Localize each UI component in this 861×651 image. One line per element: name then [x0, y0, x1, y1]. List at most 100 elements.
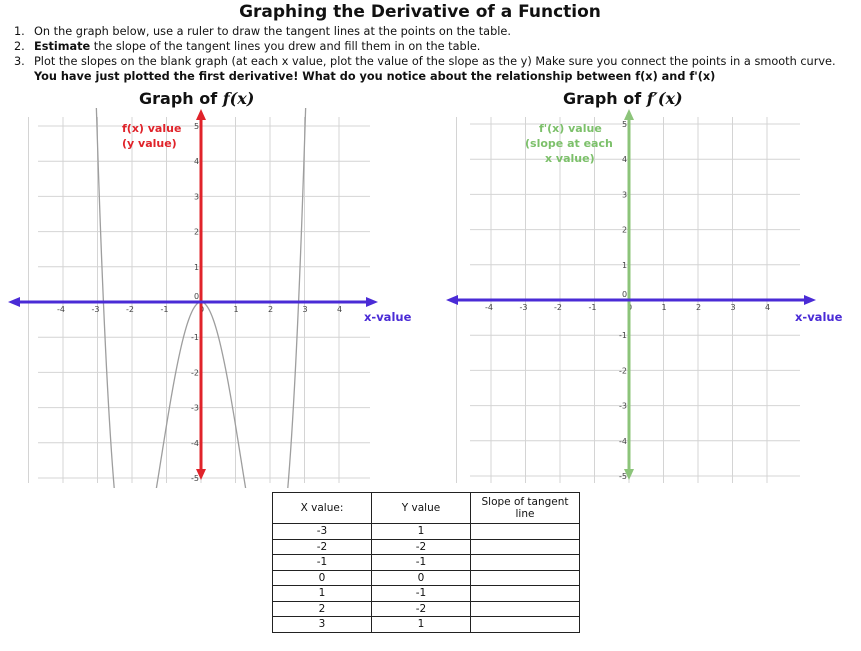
x-tick-label: -4: [57, 305, 65, 314]
f-y-axis-arrow-down: [196, 469, 206, 480]
instruction-number: 1.: [14, 25, 25, 38]
x-tick-label: 2: [268, 305, 273, 314]
y-tick-label: 2: [622, 226, 627, 235]
fp-x-axis-label: x-value: [795, 310, 843, 324]
f-x-axis-arrow-right: [366, 297, 378, 307]
x-tick-label: -3: [92, 305, 100, 314]
fp-x-axis-arrow-right: [804, 295, 816, 305]
table-row: 2 -2: [272, 600, 580, 617]
x-cell: 0: [272, 569, 372, 586]
x-cell: -3: [272, 523, 372, 540]
x-tick-label: -1: [589, 303, 597, 312]
x-cell: 3: [272, 616, 372, 633]
x-tick-label: -1: [161, 305, 169, 314]
instruction-1: 1. On the graph below, use a ruler to dra…: [14, 24, 844, 39]
graph-fp-title-math: f′(x): [646, 89, 683, 108]
f-y-axis-label-line2: (y value): [122, 137, 177, 150]
instructions-list: 1. On the graph below, use a ruler to dra…: [14, 24, 844, 84]
instruction-number: 2.: [14, 40, 25, 53]
table-row: -3 1: [272, 523, 580, 540]
graph-fp-title-text: Graph of: [563, 89, 647, 108]
instruction-text: On the graph below, use a ruler to draw …: [34, 25, 511, 38]
instruction-emphasis: You have just plotted the first derivati…: [34, 70, 716, 83]
f-y-axis-arrow-up: [196, 109, 206, 120]
table-header-row: X value: Y value Slope of tangent line: [272, 492, 580, 524]
fp-y-axis-arrow-up: [624, 109, 634, 120]
y-cell: 0: [371, 569, 471, 586]
worksheet-title: Graphing the Derivative of a Function: [239, 2, 601, 22]
y-tick-label: -1: [619, 331, 627, 340]
graph-f-title-text: Graph of: [139, 89, 223, 108]
y-tick-label: 5: [194, 122, 199, 131]
y-tick-label: 2: [194, 228, 199, 237]
col-header-slope: Slope of tangent line: [470, 492, 580, 524]
slope-cell[interactable]: [470, 523, 580, 540]
y-cell: 1: [371, 616, 471, 633]
slope-cell[interactable]: [470, 600, 580, 617]
y-tick-label: 1: [622, 261, 627, 270]
tangent-table: X value: Y value Slope of tangent line -…: [272, 492, 580, 633]
col-header-y: Y value: [371, 492, 471, 524]
graph-f-title-math: f(x): [222, 89, 255, 108]
x-cell: 1: [272, 585, 372, 602]
y-tick-label: 1: [194, 263, 199, 272]
x-cell: -1: [272, 554, 372, 571]
y-tick-label: 3: [622, 190, 627, 199]
f-y-axis-label-line1: f(x) value: [122, 122, 181, 135]
slope-cell[interactable]: [470, 569, 580, 586]
y-tick-label: 3: [194, 192, 199, 201]
slope-cell[interactable]: [470, 538, 580, 555]
y-tick-label: -5: [191, 474, 199, 483]
y-tick-label: 5: [622, 120, 627, 129]
graph-f-title: Graph of f(x): [139, 89, 254, 108]
fp-x-axis-arrow-left: [446, 295, 458, 305]
x-tick-label: 1: [234, 305, 239, 314]
f-x-axis-label: x-value: [364, 310, 412, 324]
y-cell: 1: [371, 523, 471, 540]
table-row: -2 -2: [272, 538, 580, 555]
y-tick-label: -5: [619, 472, 627, 481]
y-tick-label: -2: [191, 368, 199, 377]
x-cell: -2: [272, 538, 372, 555]
x-tick-label: 1: [662, 303, 667, 312]
instruction-text: Plot the slopes on the blank graph (at e…: [34, 55, 836, 68]
instruction-emphasis: Estimate: [34, 40, 91, 53]
x-tick-label: 3: [731, 303, 736, 312]
x-tick-label: -3: [520, 303, 528, 312]
x-tick-label: 4: [337, 305, 342, 314]
y-tick-label: -4: [619, 437, 627, 446]
instruction-3: 3. Plot the slopes on the blank graph (at…: [14, 54, 844, 84]
y-tick-label: -1: [191, 333, 199, 342]
x-tick-label: -2: [554, 303, 562, 312]
instruction-text: the slope of the tangent lines you drew …: [90, 40, 481, 53]
x-tick-label: -2: [126, 305, 134, 314]
slope-cell[interactable]: [470, 554, 580, 571]
slope-cell[interactable]: [470, 616, 580, 633]
y-cell: -2: [371, 600, 471, 617]
y-tick-label: 0: [194, 292, 199, 301]
fp-y-axis-label-line2: (slope at each: [525, 137, 613, 150]
instruction-number: 3.: [14, 55, 25, 68]
fp-y-axis-label-line1: f'(x) value: [539, 122, 602, 135]
slope-cell[interactable]: [470, 585, 580, 602]
col-header-x: X value:: [272, 492, 372, 524]
instruction-2: 2. Estimate the slope of the tangent line…: [14, 39, 844, 54]
table-row: 1 -1: [272, 585, 580, 602]
y-tick-label: -3: [619, 402, 627, 411]
y-tick-label: 4: [622, 155, 627, 164]
table-row: -1 -1: [272, 554, 580, 571]
x-tick-label: -4: [485, 303, 493, 312]
y-tick-label: -2: [619, 366, 627, 375]
x-tick-label: 3: [303, 305, 308, 314]
y-cell: -1: [371, 585, 471, 602]
y-cell: -2: [371, 538, 471, 555]
f-x-axis-arrow-left: [8, 297, 20, 307]
y-tick-label: -3: [191, 404, 199, 413]
y-tick-label: 0: [622, 290, 627, 299]
fp-y-axis-arrow-down: [624, 469, 634, 480]
x-tick-label: 2: [696, 303, 701, 312]
y-cell: -1: [371, 554, 471, 571]
